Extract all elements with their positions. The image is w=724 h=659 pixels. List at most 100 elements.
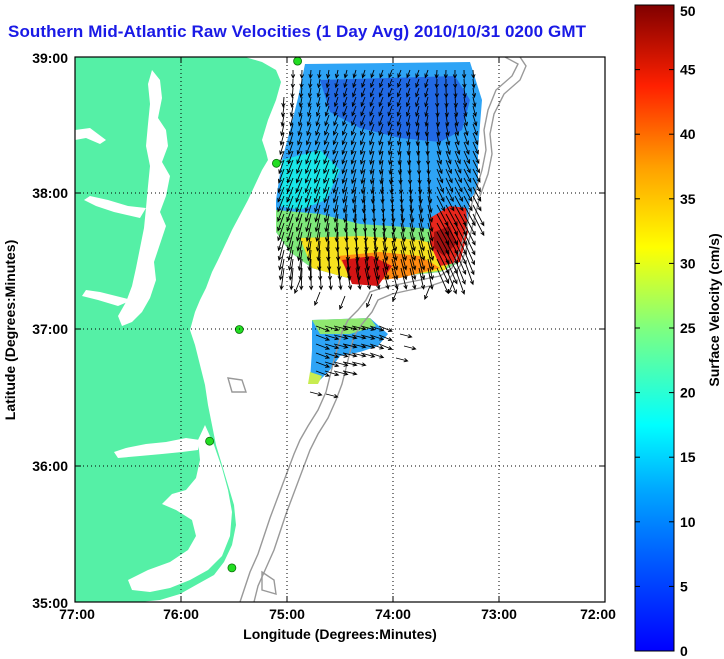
velocity-arrow bbox=[369, 87, 375, 98]
velocity-arrow bbox=[406, 87, 411, 98]
velocity-arrow bbox=[388, 69, 393, 79]
velocity-arrow bbox=[378, 141, 384, 156]
velocity-arrow bbox=[288, 123, 294, 137]
y-tick-label: 38:00 bbox=[32, 185, 68, 201]
velocity-arrow bbox=[395, 357, 409, 363]
velocity-arrow bbox=[323, 204, 330, 223]
velocity-arrow bbox=[399, 333, 413, 339]
velocity-arrow bbox=[324, 343, 340, 350]
velocity-arrow bbox=[350, 123, 357, 136]
velocity-arrow bbox=[445, 150, 452, 165]
velocity-arrow bbox=[427, 204, 434, 223]
velocity-arrow bbox=[290, 78, 295, 89]
velocity-arrow bbox=[462, 96, 468, 108]
velocity-arrow bbox=[427, 240, 435, 261]
colorbar-tick-label: 5 bbox=[680, 578, 688, 594]
velocity-arrow bbox=[387, 87, 393, 98]
velocity-arrow bbox=[362, 204, 367, 224]
velocity-arrow bbox=[396, 123, 402, 137]
velocity-arrow bbox=[332, 141, 339, 155]
velocity-arrow bbox=[277, 240, 285, 262]
velocity-arrow bbox=[369, 168, 375, 185]
velocity-arrow bbox=[409, 258, 417, 281]
velocity-arrow bbox=[400, 258, 408, 281]
velocity-arrow bbox=[445, 195, 455, 212]
velocity-arrow bbox=[295, 168, 303, 184]
velocity-arrow bbox=[323, 186, 330, 204]
velocity-arrow bbox=[333, 361, 349, 367]
velocity-arrow bbox=[434, 78, 439, 89]
velocity-arrow bbox=[341, 159, 348, 175]
velocity-arrow bbox=[288, 132, 294, 146]
velocity-arrow bbox=[418, 204, 424, 223]
velocity-arrow bbox=[341, 123, 348, 136]
velocity-arrow bbox=[317, 69, 322, 79]
velocity-arrow bbox=[418, 240, 426, 262]
velocity-arrow bbox=[409, 222, 416, 243]
velocity-arrow bbox=[454, 186, 463, 203]
velocity-arrow bbox=[360, 177, 366, 195]
velocity-arrow bbox=[315, 361, 331, 368]
velocity-arrow bbox=[298, 105, 303, 118]
velocity-arrow bbox=[371, 195, 376, 214]
velocity-arrow bbox=[378, 123, 384, 137]
velocity-arrow bbox=[370, 78, 375, 89]
velocity-arrow bbox=[463, 240, 475, 266]
velocity-arrow bbox=[418, 231, 425, 252]
velocity-arrow bbox=[463, 249, 475, 276]
y-tick-label: 37:00 bbox=[32, 321, 68, 337]
velocity-arrow bbox=[314, 141, 321, 155]
velocity-arrow bbox=[286, 213, 294, 232]
velocity-arrow bbox=[418, 258, 426, 281]
velocity-arrow bbox=[387, 132, 393, 146]
velocity-arrow bbox=[308, 267, 314, 291]
velocity-arrow bbox=[308, 69, 313, 80]
velocity-arrow bbox=[369, 150, 375, 166]
velocity-arrow bbox=[369, 132, 375, 146]
velocity-arrow bbox=[351, 105, 357, 117]
velocity-arrow bbox=[424, 105, 429, 118]
velocity-arrow bbox=[351, 177, 357, 195]
velocity-arrow bbox=[434, 69, 439, 80]
velocity-arrow bbox=[324, 123, 330, 136]
velocity-arrow bbox=[315, 114, 321, 127]
velocity-arrow bbox=[309, 391, 323, 397]
velocity-arrow bbox=[472, 186, 482, 202]
velocity-arrow bbox=[359, 132, 366, 146]
velocity-arrow bbox=[409, 249, 417, 271]
velocity-arrow bbox=[341, 132, 348, 146]
velocity-arrow bbox=[380, 186, 385, 204]
velocity-arrow bbox=[295, 213, 303, 232]
velocity-arrow bbox=[360, 343, 376, 349]
velocity-arrow bbox=[454, 132, 460, 146]
velocity-arrow bbox=[436, 267, 449, 295]
velocity-arrow bbox=[454, 258, 466, 285]
velocity-arrow bbox=[315, 222, 321, 243]
velocity-arrow bbox=[462, 87, 467, 99]
velocity-arrow bbox=[472, 141, 479, 155]
velocity-arrow bbox=[350, 159, 357, 175]
velocity-arrow bbox=[351, 334, 367, 340]
velocity-arrow bbox=[454, 177, 463, 193]
velocity-arrow bbox=[314, 150, 321, 165]
velocity-arrow bbox=[360, 159, 366, 175]
velocity-arrow bbox=[378, 150, 384, 166]
velocity-arrow bbox=[323, 195, 330, 213]
velocity-arrow bbox=[472, 213, 485, 237]
velocity-arrow bbox=[315, 343, 331, 350]
velocity-arrow bbox=[343, 69, 348, 79]
velocity-arrow bbox=[435, 114, 441, 128]
velocity-arrow bbox=[350, 141, 357, 156]
velocity-arrow bbox=[299, 267, 304, 291]
velocity-arrow bbox=[427, 222, 434, 242]
velocity-arrow bbox=[342, 325, 358, 331]
velocity-arrow bbox=[287, 249, 294, 271]
velocity-arrow bbox=[409, 186, 414, 204]
velocity-arrow bbox=[454, 222, 467, 246]
velocity-arrow bbox=[418, 213, 425, 233]
velocity-arrow bbox=[369, 105, 375, 117]
velocity-arrow bbox=[415, 87, 420, 98]
velocity-arrow bbox=[281, 96, 286, 108]
x-tick-label: 72:00 bbox=[580, 606, 616, 622]
velocity-arrow bbox=[462, 78, 467, 89]
